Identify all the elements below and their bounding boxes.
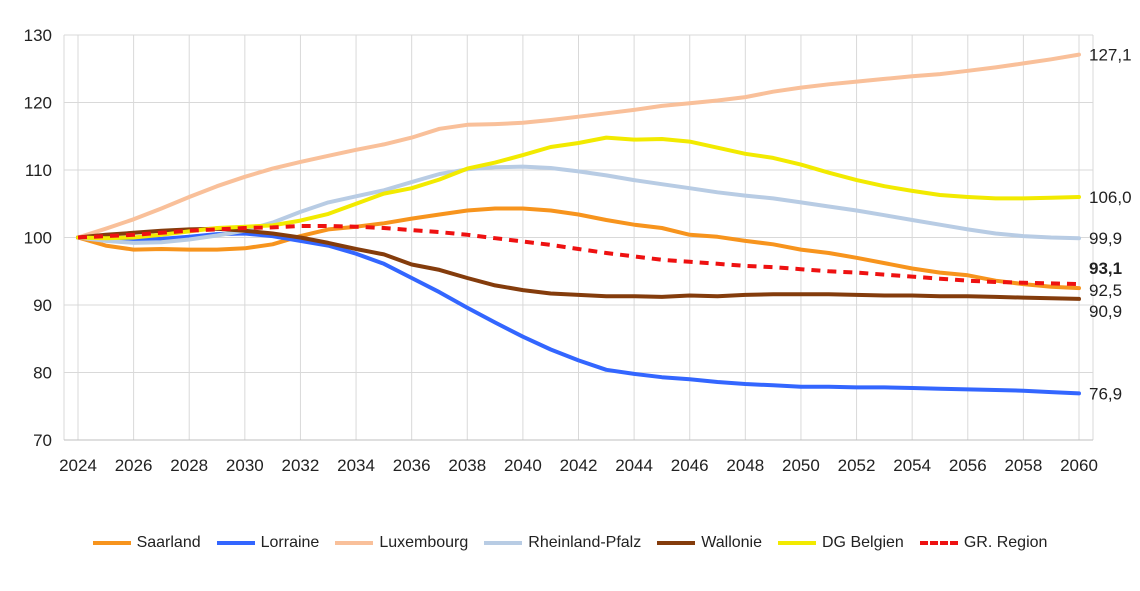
x-tick-label: 2038 — [448, 456, 486, 475]
end-label-saarland: 92,5 — [1089, 281, 1122, 300]
y-tick-label: 90 — [33, 296, 52, 315]
x-tick-label: 2056 — [949, 456, 987, 475]
legend-swatch — [919, 541, 958, 545]
legend-swatch — [778, 541, 816, 545]
legend-item-wallonie: Wallonie — [657, 534, 762, 552]
series-line-saarland — [76, 206, 1081, 291]
legend-label: Rheinland-Pfalz — [528, 534, 642, 551]
series-line-wallonie — [76, 226, 1081, 301]
y-tick-label: 100 — [24, 229, 52, 248]
series-lines — [76, 52, 1081, 396]
x-tick-label: 2028 — [170, 456, 208, 475]
end-label-lorraine: 76,9 — [1089, 384, 1122, 403]
legend-label: GR. Region — [963, 534, 1048, 551]
legend-label: Lorraine — [260, 534, 320, 551]
legend-label: Saarland — [136, 534, 201, 551]
grid-lines — [63, 34, 1094, 441]
legend-item-gr-region: GR. Region — [919, 534, 1048, 552]
series-line-luxembourg — [76, 52, 1081, 240]
end-label-gr-region: 93,1 — [1089, 259, 1122, 278]
legend-swatch — [92, 541, 131, 545]
legend-item-dg-belgien: DG Belgien — [778, 534, 904, 552]
legend-item-rheinland-pfalz: Rheinland-Pfalz — [484, 534, 641, 552]
x-tick-label: 2044 — [615, 456, 653, 475]
x-tick-label: 2058 — [1004, 456, 1042, 475]
legend-swatch — [335, 541, 374, 545]
x-tick-label: 2048 — [726, 456, 764, 475]
legend-label: Wallonie — [701, 534, 762, 551]
x-tick-label: 2040 — [504, 456, 542, 475]
y-tick-label: 110 — [25, 161, 52, 180]
legend-swatch — [216, 541, 255, 545]
legend-swatch — [484, 541, 523, 545]
x-tick-label: 2054 — [893, 456, 931, 475]
end-label-luxembourg: 127,1 — [1089, 46, 1132, 65]
x-tick-label: 2036 — [393, 456, 431, 475]
x-tick-label: 2050 — [782, 456, 820, 475]
legend-label: DG Belgien — [822, 534, 904, 551]
x-tick-label: 2034 — [337, 456, 375, 475]
y-tick-label: 70 — [33, 431, 52, 450]
legend-item-saarland: Saarland — [92, 534, 201, 552]
x-tick-label: 2032 — [282, 456, 320, 475]
series-line-gr-region — [77, 224, 1080, 287]
x-tick-label: 2046 — [671, 456, 709, 475]
legend: Saarland Lorraine Luxembourg Rheinland-Pfal… — [0, 534, 1140, 552]
legend-item-luxembourg: Luxembourg — [335, 534, 468, 552]
series-line-lorraine — [76, 231, 1081, 396]
x-tick-label: 2060 — [1060, 456, 1098, 475]
x-tick-label: 2052 — [838, 456, 876, 475]
y-tick-label: 130 — [24, 26, 52, 45]
x-tick-label: 2030 — [226, 456, 264, 475]
legend-swatch — [657, 541, 696, 545]
x-tick-label: 2026 — [115, 456, 153, 475]
y-axis-tick-labels: 70 80 90 100 110 120 130 — [24, 26, 52, 450]
end-value-labels: 92,5 76,9 127,1 99,9 90,9 106,0 93,1 — [1089, 46, 1132, 404]
y-tick-label: 80 — [33, 364, 52, 383]
legend-item-lorraine: Lorraine — [216, 534, 320, 552]
legend-label: Luxembourg — [379, 534, 469, 551]
y-tick-label: 120 — [24, 94, 52, 113]
end-label-dg-belgien: 106,0 — [1089, 188, 1132, 207]
end-label-wallonie: 90,9 — [1089, 302, 1122, 321]
end-label-rheinland-pfalz: 99,9 — [1089, 229, 1122, 248]
x-tick-label: 2024 — [59, 456, 97, 475]
x-tick-label: 2042 — [560, 456, 598, 475]
x-axis-tick-labels: 2024 2026 2028 2030 2032 2034 2036 2038 2040 2042… — [59, 456, 1098, 475]
